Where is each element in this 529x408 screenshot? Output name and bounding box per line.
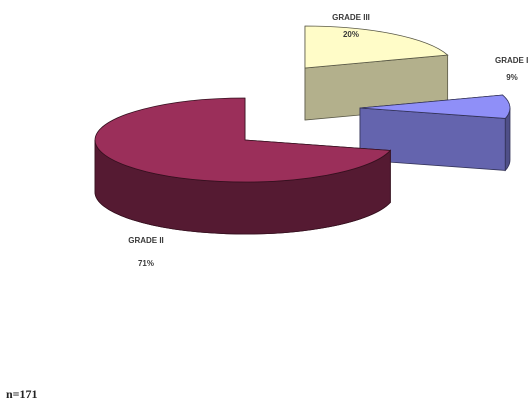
slice-top xyxy=(94,97,392,183)
pie-slices xyxy=(94,25,511,235)
slice-value-grade-i: 9% xyxy=(506,73,518,82)
pie-labels: GRADE III 20% GRADE I 9% GRADE II 71% xyxy=(128,13,528,268)
slice-top xyxy=(304,25,449,69)
slice-value-grade-iii: 20% xyxy=(343,30,359,39)
slice-label-grade-i: GRADE I xyxy=(495,56,528,65)
pie-slice-grade-i xyxy=(359,94,511,172)
pie-slice-grade-ii xyxy=(94,97,392,235)
slice-label-grade-ii: GRADE II xyxy=(128,236,164,245)
slice-top xyxy=(359,94,511,119)
slice-label-grade-iii: GRADE III xyxy=(332,13,370,22)
sample-size-note: n=171 xyxy=(6,387,38,401)
slice-value-grade-ii: 71% xyxy=(138,259,154,268)
